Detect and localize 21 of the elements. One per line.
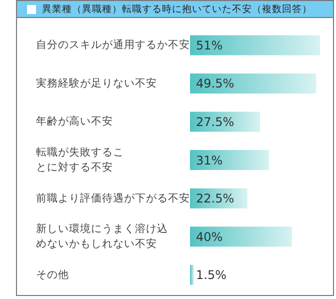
bar [190,226,292,247]
y-tick-label: 転職が失敗することに対する不安 [36,146,124,174]
data-label: 31% [196,153,223,168]
y-tick-label: 前職より評価待遇が下がる不安 [36,191,190,204]
bar [190,35,320,56]
data-label: 27.5% [196,115,234,130]
y-tick-label: 自分のスキルが通用するか不安 [36,38,190,52]
bar [190,150,270,170]
bar [190,112,260,132]
data-label: 22.5% [196,192,234,206]
data-label: 49.5% [196,76,234,91]
data-label: 1.5% [196,268,226,282]
chart-title: 異業種（異職種）転職する時に抱いていた不安（複数回答） [42,2,312,16]
bar [190,264,194,285]
y-tick-label: 実務経験が足りない不安 [36,76,157,90]
data-label: 51% [196,38,223,52]
y-tick-label: 年齢が高い不安 [36,114,113,128]
y-tick-label: 新しい環境にうまく溶け込めないかもしれない不安 [36,222,168,250]
y-tick-label: その他 [36,268,69,281]
data-label: 40% [196,230,223,244]
bar [190,73,316,94]
